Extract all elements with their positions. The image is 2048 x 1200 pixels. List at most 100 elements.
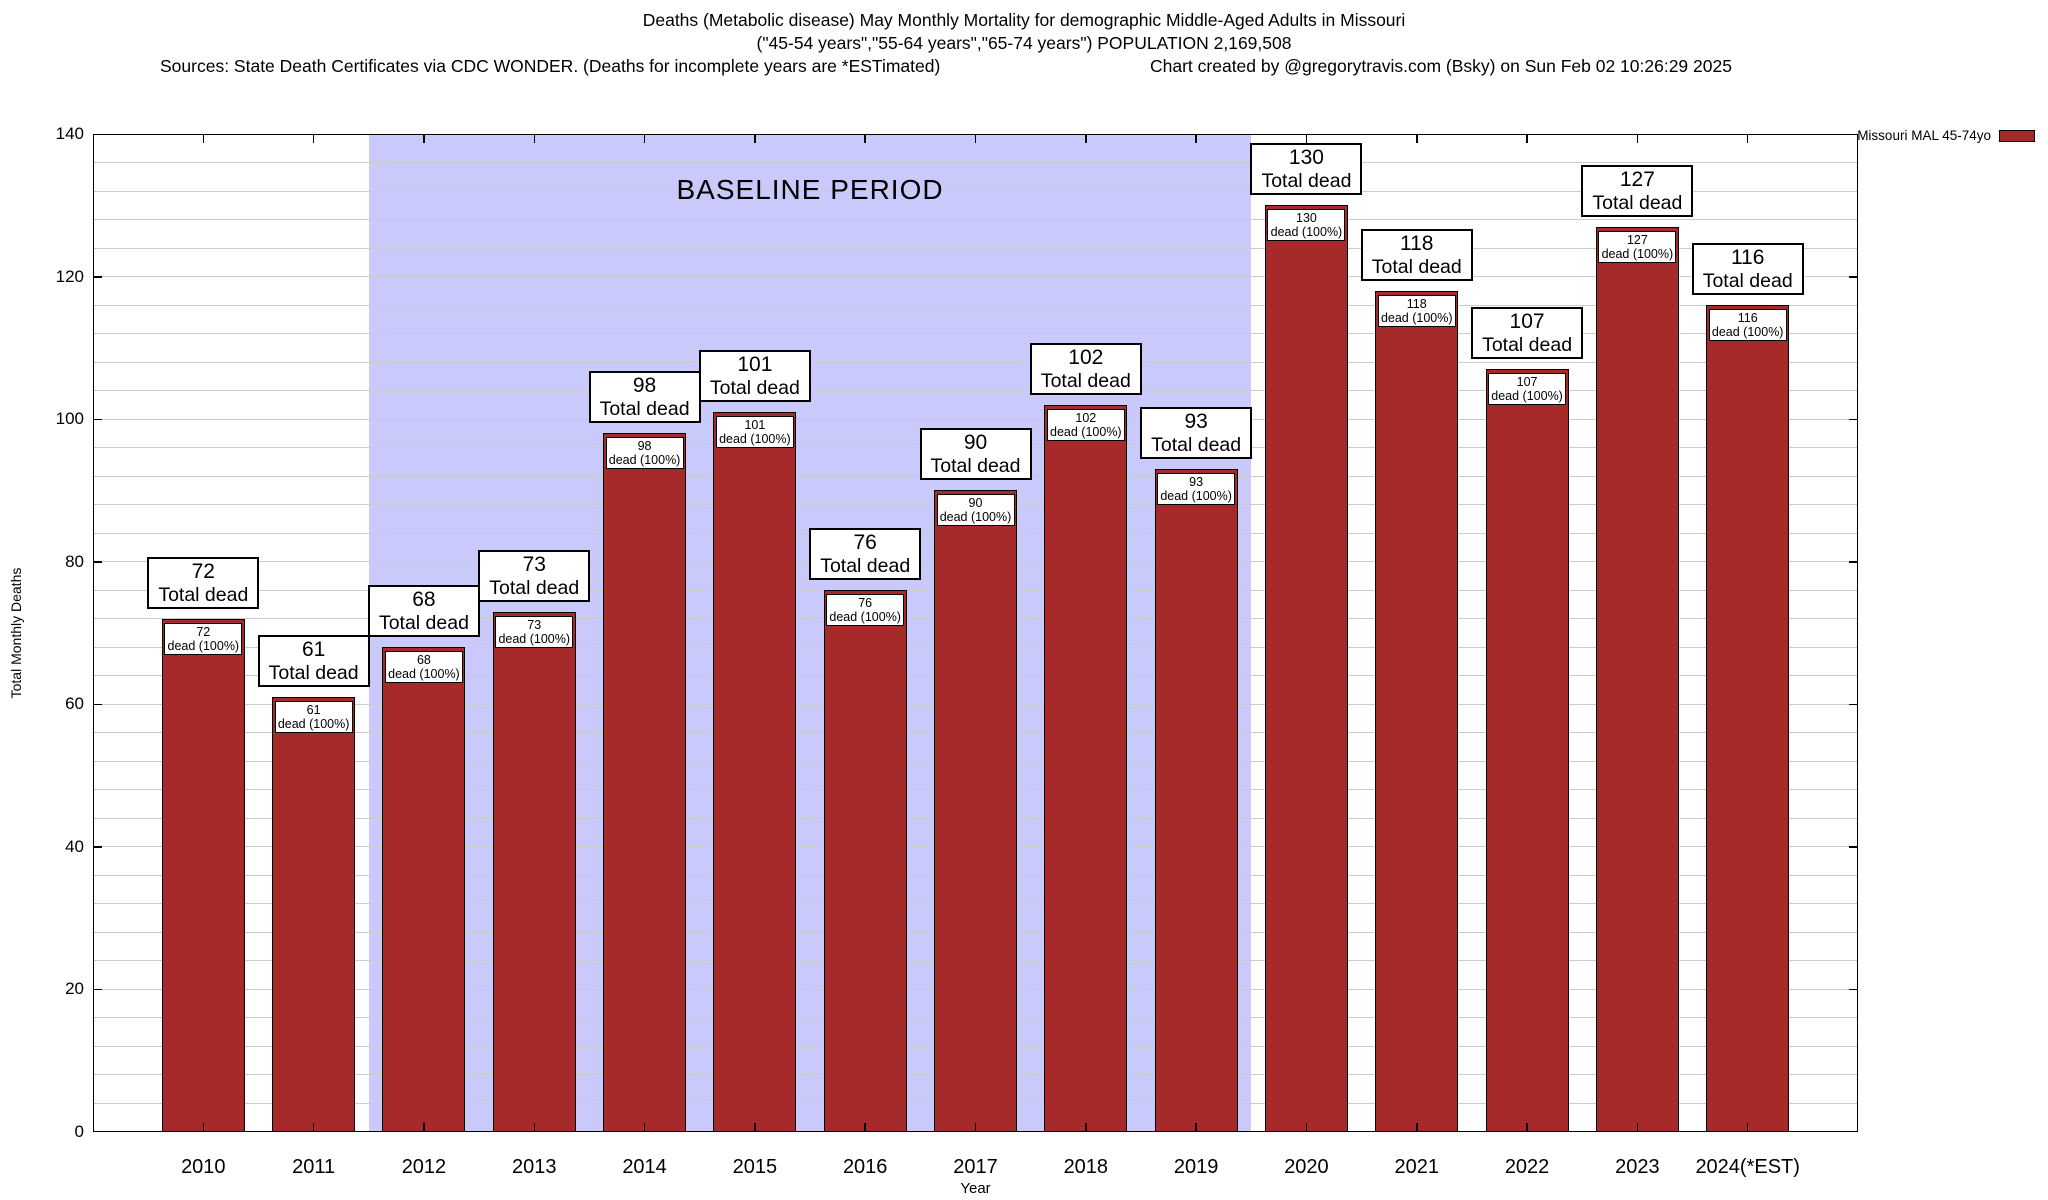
bar-inner-text: dead (100%) (1050, 424, 1122, 439)
legend: Missouri MAL 45-74yo (1857, 128, 2035, 143)
bar-inner-text: dead (100%) (1711, 325, 1784, 340)
bar-total-value: 127 (1619, 167, 1655, 191)
bar-total-label: 118 Total dead (1360, 228, 1473, 281)
x-tick-mark (754, 135, 756, 143)
bar-inner-text: dead (100%) (277, 717, 350, 732)
x-tick-mark (974, 1123, 977, 1131)
gridline (93, 247, 1858, 249)
x-tick-label: 2016 (842, 1156, 888, 1178)
gridline (93, 190, 1858, 192)
bar-total-value: 73 (522, 552, 546, 576)
y-tick-label: 120 (55, 266, 84, 286)
x-tick-mark (1416, 1123, 1418, 1131)
y-tick-label: 0 (74, 1122, 84, 1141)
legend-series-label: Missouri MAL 45-74yo (1857, 128, 1991, 143)
x-tick-mark (1636, 1123, 1639, 1131)
bar-2012 (382, 647, 466, 1132)
bar-total-value: 130 (1288, 146, 1324, 170)
bar-inner-label: 130 dead (100%) (1267, 209, 1346, 242)
x-tick-label: 2011 (292, 1156, 336, 1178)
x-tick-label: 2024(*EST) (1695, 1156, 1800, 1178)
y-tick-mark (94, 846, 102, 848)
bar-2020 (1264, 205, 1348, 1132)
bar-total-label: 93 Total dead (1140, 407, 1253, 460)
bar-inner-value: 76 (858, 596, 873, 611)
chart-sources-note: Sources: State Death Certificates via CD… (160, 56, 941, 76)
chart-subheader: Sources: State Death Certificates via CD… (0, 55, 2048, 77)
y-tick-label: 80 (65, 551, 84, 571)
y-tick-label: 40 (65, 836, 84, 856)
bar-inner-text: dead (100%) (1601, 246, 1674, 261)
x-tick-mark (864, 135, 866, 143)
y-tick-label: 100 (55, 409, 84, 429)
y-axis-title: Total Monthly Deaths (8, 567, 24, 699)
bar-total-value: 93 (1184, 410, 1208, 434)
bar-total-label: 101 Total dead (698, 350, 811, 402)
bar-inner-text: dead (100%) (608, 453, 681, 468)
x-tick-mark (423, 1123, 425, 1131)
bar-inner-label: 73 dead (100%) (495, 615, 574, 648)
bar-total-value: 68 (412, 588, 436, 612)
x-tick-mark (974, 135, 977, 143)
bar-inner-label: 90 dead (100%) (936, 494, 1015, 527)
bar-2013 (492, 611, 576, 1132)
bar-2019 (1154, 469, 1238, 1132)
bar-total-label: 61 Total dead (257, 635, 370, 688)
x-tick-mark (643, 135, 646, 143)
bar-inner-label: 107 dead (100%) (1488, 373, 1567, 406)
bar-total-label: 116 Total dead (1691, 243, 1804, 296)
bar-inner-value: 68 (416, 653, 431, 668)
bar-inner-text: dead (100%) (498, 631, 571, 646)
bar-inner-text: dead (100%) (1270, 225, 1343, 240)
bar-inner-text: dead (100%) (939, 510, 1012, 525)
y-tick-mark (1849, 703, 1857, 706)
bar-total-value: 90 (963, 431, 988, 455)
bar-inner-text: dead (100%) (1160, 489, 1232, 504)
bar-inner-label: 102 dead (100%) (1046, 408, 1125, 441)
gridline (93, 390, 1858, 392)
chart-credit-note: Chart created by @gregorytravis.com (Bsk… (1150, 56, 1732, 76)
x-tick-mark (533, 135, 535, 143)
x-tick-mark (1746, 1123, 1749, 1131)
bar-total-label: 90 Total dead (919, 428, 1032, 481)
x-tick-mark (1746, 135, 1749, 143)
gridline (93, 418, 1858, 420)
bar-inner-value: 130 (1296, 211, 1317, 226)
bar-total-text: Total dead (1040, 369, 1131, 392)
x-tick-label: 2017 (953, 1156, 998, 1178)
bar-total-value: 116 (1730, 246, 1765, 270)
x-tick-mark (423, 135, 425, 143)
bar-total-value: 76 (853, 531, 877, 555)
bar-inner-text: dead (100%) (167, 638, 240, 653)
bar-total-text: Total dead (1151, 434, 1242, 457)
bar-inner-label: 101 dead (100%) (715, 416, 794, 448)
bar-total-label: 68 Total dead (367, 585, 480, 638)
bar-total-label: 127 Total dead (1581, 164, 1694, 217)
bar-inner-text: dead (100%) (719, 432, 791, 446)
x-tick-mark (312, 135, 315, 143)
x-tick-mark (1636, 135, 1639, 143)
bar-2011 (272, 697, 356, 1132)
bar-total-text: Total dead (378, 612, 469, 635)
y-tick-mark (1849, 418, 1857, 421)
bar-2018 (1044, 404, 1128, 1132)
x-tick-label: 2010 (181, 1156, 226, 1178)
bar-2024(*EST) (1706, 305, 1790, 1132)
bar-inner-value: 90 (968, 496, 983, 511)
legend-swatch (1999, 129, 2035, 142)
bar-total-value: 98 (632, 374, 657, 398)
y-tick-mark (94, 561, 102, 563)
bar-inner-label: 72 dead (100%) (164, 622, 243, 655)
x-tick-mark (1195, 135, 1197, 143)
x-tick-label: 2013 (512, 1156, 557, 1178)
y-tick-mark (1849, 988, 1857, 991)
bar-total-value: 102 (1068, 345, 1104, 369)
bar-inner-value: 102 (1075, 410, 1097, 425)
bar-inner-value: 107 (1516, 375, 1538, 390)
x-tick-mark (1195, 1123, 1197, 1131)
bar-2016 (823, 590, 907, 1132)
chart-title-line2: ("45-54 years","55-64 years","65-74 year… (756, 32, 1292, 53)
x-tick-mark (864, 1123, 866, 1131)
bar-inner-label: 93 dead (100%) (1157, 473, 1236, 506)
bar-total-text: Total dead (1482, 334, 1573, 357)
